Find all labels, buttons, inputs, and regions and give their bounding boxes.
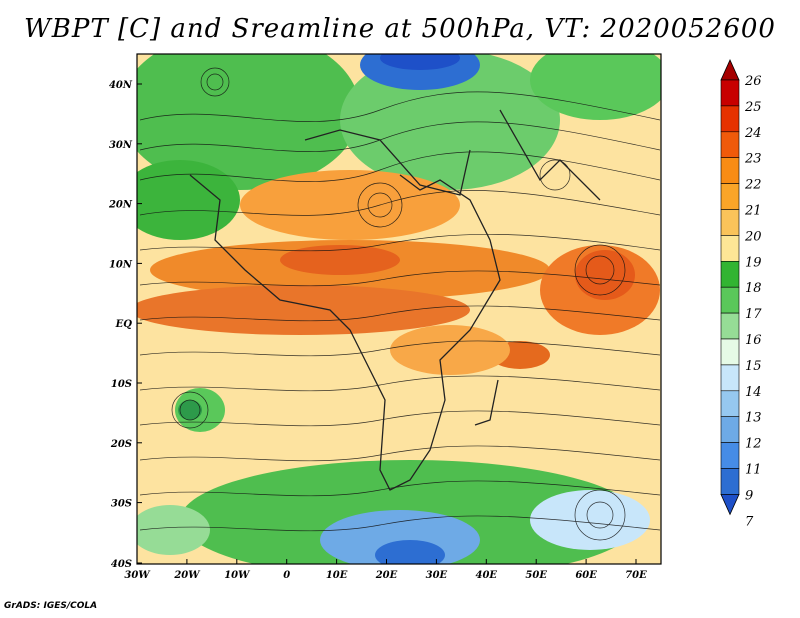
colorbar-label: 7 bbox=[745, 514, 754, 529]
colorbar-swatch bbox=[720, 286, 740, 314]
lat-tick-label: 30S bbox=[111, 499, 132, 510]
colorbar-label: 13 bbox=[745, 411, 762, 426]
colorbar-swatch bbox=[720, 235, 740, 262]
colorbar-label: 22 bbox=[744, 178, 762, 193]
colorbar-label: 21 bbox=[744, 204, 762, 219]
colorbar-swatch bbox=[720, 442, 740, 469]
coastlines bbox=[189, 109, 601, 491]
lon-tick-label: 40E bbox=[476, 570, 498, 581]
lon-tick-label: 70E bbox=[625, 570, 647, 581]
colorbar-label: 18 bbox=[745, 281, 762, 296]
lon-tick-label: 10E bbox=[326, 570, 348, 581]
lon-tick-label: 30E bbox=[426, 570, 448, 581]
lat-tick-label: 20N bbox=[108, 200, 133, 211]
colorbar-arrow-top bbox=[720, 59, 740, 81]
lon-tick-label: 20W bbox=[173, 570, 201, 581]
colorbar-swatch bbox=[720, 105, 740, 133]
lat-tick-label: EQ bbox=[115, 319, 133, 330]
lon-tick-label: 30W bbox=[124, 570, 151, 581]
colorbar-label: 25 bbox=[744, 100, 762, 115]
colorbar-swatch bbox=[720, 338, 740, 366]
latitude-axis: 40N 30N 20N 10N EQ 10S 20S 30S 40S bbox=[108, 80, 142, 570]
colorbar-swatch bbox=[720, 79, 740, 107]
colorbar-swatch bbox=[720, 260, 740, 288]
colorbar-swatch bbox=[720, 131, 740, 159]
colorbar-label: 11 bbox=[745, 463, 762, 478]
colorbar-label: 20 bbox=[744, 229, 762, 244]
colorbar: 26 25 24 23 22 21 20 19 18 17 16 15 14 13 12 11 9 7 bbox=[720, 59, 762, 529]
lon-tick-label: 0 bbox=[283, 570, 290, 581]
lat-tick-label: 10N bbox=[109, 259, 133, 270]
lat-tick-label: 20S bbox=[110, 439, 132, 450]
lon-tick-label: 10W bbox=[224, 570, 251, 581]
colorbar-swatch bbox=[720, 390, 740, 417]
colorbar-swatch bbox=[720, 364, 740, 392]
lat-tick-label: 30N bbox=[109, 140, 133, 151]
wbpt-shaded-field bbox=[137, 54, 661, 564]
footer-credit: GrADS: IGES/COLA bbox=[4, 601, 98, 611]
colorbar-label: 16 bbox=[745, 333, 762, 348]
colorbar-label: 12 bbox=[745, 437, 762, 452]
colorbar-label: 17 bbox=[745, 307, 762, 322]
map-frame bbox=[136, 53, 662, 565]
lon-tick-label: 20E bbox=[375, 570, 398, 581]
colorbar-label: 19 bbox=[745, 255, 762, 270]
lat-tick-label: 10S bbox=[111, 379, 132, 390]
colorbar-label: 24 bbox=[744, 126, 762, 141]
colorbar-label: 15 bbox=[745, 359, 762, 374]
colorbar-swatch bbox=[720, 312, 740, 340]
lat-tick-label: 40S bbox=[111, 559, 132, 570]
lon-tick-label: 50E bbox=[525, 570, 547, 581]
chart-title: WBPT [C] and Sreamline at 500hPa, VT: 20… bbox=[24, 14, 776, 44]
colorbar-swatch bbox=[720, 468, 740, 495]
longitude-axis: 30W 20W 10W 0 10E 20E 30E 40E 50E 60E 70E bbox=[124, 559, 647, 581]
colorbar-swatch bbox=[720, 157, 740, 184]
colorbar-label: 26 bbox=[744, 74, 762, 89]
colorbar-swatch bbox=[720, 183, 740, 210]
streamlines bbox=[139, 67, 661, 541]
lon-tick-label: 60E bbox=[575, 570, 597, 581]
colorbar-arrow-bottom bbox=[720, 493, 740, 516]
lat-tick-label: 40N bbox=[109, 80, 133, 91]
colorbar-label: 23 bbox=[744, 152, 762, 167]
colorbar-label: 14 bbox=[745, 385, 762, 400]
colorbar-label: 9 bbox=[745, 488, 753, 503]
colorbar-swatch bbox=[720, 416, 740, 443]
colorbar-swatch bbox=[720, 209, 740, 236]
